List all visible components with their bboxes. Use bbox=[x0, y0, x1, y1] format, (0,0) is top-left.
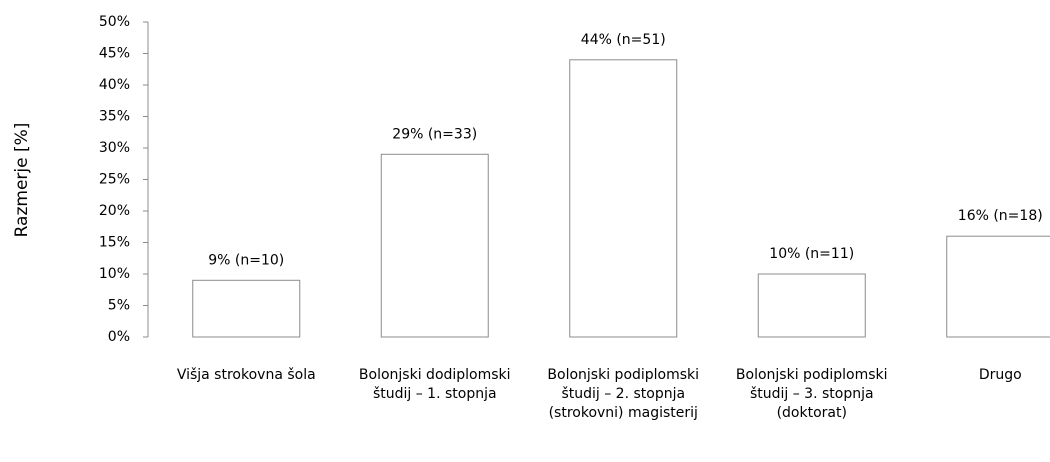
value-label: 10% (n=11) bbox=[769, 246, 854, 262]
value-label: 29% (n=33) bbox=[392, 126, 477, 142]
value-label: 16% (n=18) bbox=[958, 208, 1043, 224]
bar bbox=[380, 153, 489, 338]
value-label: 9% (n=10) bbox=[208, 252, 284, 268]
y-tick-label: 30% bbox=[99, 140, 130, 156]
y-tick-label: 35% bbox=[99, 109, 130, 125]
x-tick-label: Bolonjski dodiplomski študij – 1. stopnj… bbox=[358, 367, 511, 402]
y-tick-label: 15% bbox=[99, 235, 130, 251]
x-tick-label: Bolonjski podiplomski študij – 3. stopnj… bbox=[735, 367, 888, 421]
value-label: 44% (n=51) bbox=[581, 32, 666, 48]
x-tick-label: Bolonjski podiplomski študij – 2. stopnj… bbox=[547, 367, 700, 421]
y-tick-label: 50% bbox=[99, 14, 130, 30]
bar bbox=[192, 279, 301, 338]
bar bbox=[946, 235, 1050, 338]
y-tick-label: 25% bbox=[99, 172, 130, 188]
y-tick-label: 20% bbox=[99, 203, 130, 219]
x-tick-label: Drugo bbox=[978, 367, 1022, 383]
y-tick-label: 10% bbox=[99, 266, 130, 282]
bar bbox=[757, 273, 866, 338]
y-axis-label: Razmerje [%] bbox=[12, 123, 32, 238]
bar bbox=[569, 59, 678, 338]
y-tick-label: 0% bbox=[108, 329, 130, 345]
y-tick-label: 45% bbox=[99, 46, 130, 62]
x-tick-label: Višja strokovna šola bbox=[176, 367, 316, 383]
y-tick-label: 40% bbox=[99, 77, 130, 93]
y-tick-label: 5% bbox=[108, 298, 130, 314]
